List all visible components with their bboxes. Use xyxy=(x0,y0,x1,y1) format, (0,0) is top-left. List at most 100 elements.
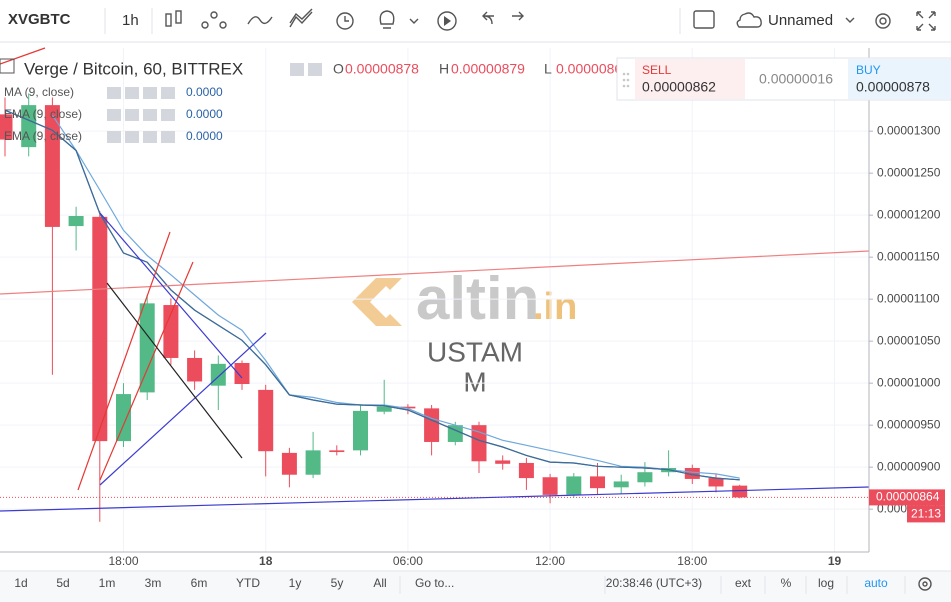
candle-body xyxy=(732,485,748,498)
x-tick-label: 18:00 xyxy=(677,554,707,568)
candle-body xyxy=(44,105,60,227)
candle-body xyxy=(305,450,321,475)
indicator-icon[interactable] xyxy=(107,131,121,143)
ohlc-key: H xyxy=(439,61,449,77)
sell-price[interactable]: 0.00000862 xyxy=(642,79,716,95)
plot xyxy=(0,48,869,552)
candle-body xyxy=(210,363,226,386)
symbol[interactable]: XVGBTC xyxy=(8,11,71,28)
buy-price[interactable]: 0.00000878 xyxy=(856,79,930,95)
sell-label[interactable]: SELL xyxy=(642,63,672,77)
candle-body xyxy=(163,305,179,358)
candle-body xyxy=(376,406,392,412)
indicator-icon[interactable] xyxy=(107,109,121,121)
range-button[interactable]: All xyxy=(373,576,386,590)
spread: 0.00000016 xyxy=(759,71,833,87)
range-button[interactable]: 5y xyxy=(331,576,344,590)
scale-option[interactable]: auto xyxy=(864,576,888,590)
toolbar-icons[interactable] xyxy=(104,8,936,34)
indicator-name: MA (9, close) xyxy=(4,85,74,99)
interval[interactable]: 1h xyxy=(122,12,139,29)
scale-option[interactable]: log xyxy=(818,576,834,590)
bottom-items: 1d 5d 1m 3m 6m YTD 1y 5y All Go to... 20:38:46 (UT… xyxy=(14,576,906,594)
indicator-name: EMA (9, close) xyxy=(4,107,82,121)
trade-panel xyxy=(616,57,951,101)
indicator-icon[interactable] xyxy=(125,109,139,121)
collapse-icon[interactable] xyxy=(0,58,15,74)
indicator-icon[interactable] xyxy=(143,109,157,121)
candle-body xyxy=(68,216,84,227)
candle-body xyxy=(637,472,653,483)
ohlc-key: O xyxy=(333,61,344,77)
indicator-icon[interactable] xyxy=(161,131,175,143)
legend-icons[interactable] xyxy=(290,63,322,76)
axes: 0.000008500.000009000.000009500.00001000… xyxy=(108,123,945,568)
layout-name[interactable]: Unnamed xyxy=(768,12,833,29)
range-button[interactable]: 3m xyxy=(145,576,162,590)
y-tick-label: 0.00001000 xyxy=(877,375,941,389)
toolbar xyxy=(0,0,951,42)
candle-body xyxy=(258,389,274,452)
indicator-value: 0.0000 xyxy=(186,107,223,121)
legend: O 0.00000878 H 0.00000879 L 0.00000863 MA (9, … xyxy=(4,61,630,143)
indicator-icon[interactable] xyxy=(143,87,157,99)
candle-body xyxy=(21,105,37,148)
watermark-logo xyxy=(352,278,402,326)
drawings[interactable] xyxy=(0,47,870,512)
last-price-box xyxy=(869,489,945,506)
y-tick-label: 0.00001100 xyxy=(877,291,940,305)
countdown-box xyxy=(907,505,945,523)
candle-body xyxy=(139,303,155,393)
last-price-label: 0.00000864 xyxy=(876,490,940,504)
y-tick-label: 0.00001050 xyxy=(877,333,941,347)
y-tick-label: 0.00000950 xyxy=(877,417,941,431)
buy-label[interactable]: BUY xyxy=(856,63,881,77)
y-tick-label: 0.00001200 xyxy=(877,207,941,221)
candle-body xyxy=(424,408,440,442)
goto-button[interactable]: Go to... xyxy=(415,576,454,590)
ohlc-value: 0.00000863 xyxy=(556,61,630,77)
candle-body xyxy=(471,425,487,462)
ohlc-value: 0.00000879 xyxy=(451,61,525,77)
range-button[interactable]: 1m xyxy=(99,576,116,590)
y-tick-label: 0.00001250 xyxy=(877,165,941,179)
candle-body xyxy=(542,477,558,495)
indicator-line xyxy=(51,114,740,479)
scale-option[interactable]: ext xyxy=(735,576,752,590)
candle-body xyxy=(566,476,582,495)
range-button[interactable]: 1y xyxy=(289,576,302,590)
candle-body xyxy=(447,425,463,442)
y-tick-label: 0.00000900 xyxy=(877,459,941,473)
indicator-icon[interactable] xyxy=(161,109,175,121)
candle-body xyxy=(400,406,416,409)
candle-body xyxy=(518,462,534,479)
candle-body xyxy=(0,114,13,140)
x-tick-label: 18:00 xyxy=(108,554,138,568)
x-tick-label: 12:00 xyxy=(535,554,565,568)
clock: 20:38:46 (UTC+3) xyxy=(606,576,702,590)
candle-body xyxy=(684,468,700,479)
x-tick-label: 06:00 xyxy=(393,554,423,568)
range-button[interactable]: YTD xyxy=(236,576,260,590)
indicator-icon[interactable] xyxy=(161,87,175,99)
range-button[interactable]: 1d xyxy=(14,576,27,590)
scale-option[interactable]: % xyxy=(781,576,792,590)
legend-title: Verge / Bitcoin, 60, BITTREX xyxy=(24,59,243,78)
ohlc-key: L xyxy=(544,61,552,77)
candle-body xyxy=(708,478,724,487)
range-button[interactable]: 6m xyxy=(191,576,208,590)
candle-body xyxy=(353,410,368,451)
indicator-icon[interactable] xyxy=(143,131,157,143)
indicator-icon[interactable] xyxy=(125,131,139,143)
candle-body xyxy=(281,452,297,475)
candle-body xyxy=(187,357,203,382)
indicator-icon[interactable] xyxy=(125,87,139,99)
candle-body xyxy=(613,481,629,488)
candle-body xyxy=(92,216,108,442)
candle-body xyxy=(329,450,345,453)
x-tick-label: 19 xyxy=(828,554,842,568)
indicator-icon[interactable] xyxy=(107,87,121,99)
settings-icon[interactable] xyxy=(918,577,932,591)
range-button[interactable]: 5d xyxy=(56,576,69,590)
